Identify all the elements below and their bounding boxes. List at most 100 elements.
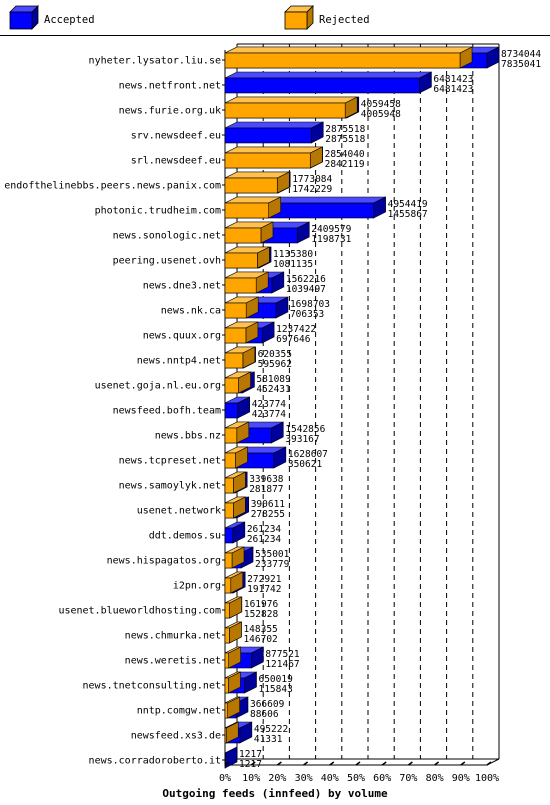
floor	[224, 758, 500, 766]
category-label: srl.newsdeef.eu	[131, 156, 221, 167]
data-label-accepted: 1698703	[290, 299, 330, 310]
x-tick	[224, 761, 230, 766]
category-label: usenet.goja.nl.eu.org	[95, 381, 221, 392]
x-tick	[329, 761, 335, 766]
x-tick-label: 40%	[321, 773, 339, 784]
data-label-rejected: 7835041	[501, 59, 541, 70]
x-tick	[407, 761, 413, 766]
category-label: newsfeed.bofh.team	[113, 406, 221, 417]
data-label-accepted: 581089	[256, 374, 291, 385]
data-label-rejected: 233779	[255, 559, 290, 570]
bar-accepted	[224, 127, 312, 144]
data-label-rejected: 278255	[251, 509, 285, 520]
data-label-rejected: 152828	[244, 609, 279, 620]
bar-rejected	[224, 352, 244, 369]
x-tick	[381, 761, 387, 766]
category-label: news.nntp4.net	[137, 356, 221, 367]
x-tick	[355, 761, 361, 766]
category-label: news.sonologic.net	[113, 231, 221, 242]
bar-accepted-top	[224, 71, 432, 79]
bar-rejected	[224, 302, 247, 319]
x-tick-label: 10%	[242, 773, 260, 784]
bar-rejected	[224, 727, 227, 744]
data-label-accepted: 339638	[249, 474, 284, 485]
bar-rejected	[224, 277, 257, 294]
category-label: news.dne3.net	[143, 281, 221, 292]
data-label-accepted: 261234	[247, 524, 282, 535]
x-tick-label: 100%	[475, 773, 499, 784]
category-label: usenet.network	[137, 506, 221, 517]
data-label-rejected: 1217	[239, 759, 262, 770]
data-label-accepted: 1542856	[285, 424, 325, 435]
data-label-rejected: 191742	[247, 584, 281, 595]
data-label-rejected: 423774	[252, 409, 287, 420]
x-tick	[460, 761, 466, 766]
data-label-rejected: 595962	[258, 359, 292, 370]
legend: Accepted Rejected	[9, 5, 370, 30]
data-label-accepted: 535001	[255, 549, 290, 560]
bar-rejected	[224, 477, 234, 494]
x-tick-label: 0%	[219, 773, 231, 784]
data-label-accepted: 2409579	[311, 224, 351, 235]
bar-accepted	[224, 77, 420, 94]
data-label-rejected: 1081135	[273, 259, 313, 270]
bar-rejected-top	[224, 146, 323, 154]
x-tick-label: 80%	[426, 773, 444, 784]
data-label-accepted: 148355	[243, 624, 277, 635]
bar-rejected	[224, 102, 346, 119]
data-label-accepted: 495222	[254, 724, 288, 735]
bar-rejected	[224, 327, 247, 344]
bar-rejected	[224, 677, 229, 694]
bar-rejected	[224, 577, 232, 594]
bar-rejected	[224, 702, 228, 719]
x-tick	[276, 761, 282, 766]
bar-rejected	[224, 502, 234, 519]
bar-accepted	[224, 402, 239, 419]
x-tick-label: 30%	[295, 773, 313, 784]
category-label: news.tnetconsulting.net	[83, 681, 221, 692]
bar-rejected	[224, 52, 461, 69]
data-label-rejected: 1198731	[311, 234, 351, 245]
data-label-accepted: 272921	[247, 574, 282, 585]
x-tick-label: 60%	[373, 773, 391, 784]
x-tick-label: 70%	[399, 773, 417, 784]
bar-rejected	[224, 652, 229, 669]
data-label-rejected: 261234	[247, 534, 282, 545]
chart-title: Outgoing feeds (innfeed) by volume	[162, 787, 388, 800]
bar-rejected	[224, 377, 239, 394]
data-label-rejected: 281877	[249, 484, 283, 495]
category-label: news.chmurka.net	[125, 631, 221, 642]
x-tick	[434, 761, 440, 766]
bar-rejected	[224, 452, 236, 469]
bar-rejected-top	[224, 46, 473, 54]
data-label-rejected: 452431	[256, 384, 291, 395]
x-tick	[486, 761, 492, 766]
data-label-rejected: 88606	[250, 709, 279, 720]
category-label: i2pn.org	[173, 581, 221, 592]
bar-rejected	[224, 152, 311, 169]
data-label-accepted: 1628607	[288, 449, 328, 460]
data-label-rejected: 41331	[254, 734, 283, 745]
legend-swatch-accepted	[9, 11, 33, 30]
data-label-rejected: 146702	[243, 634, 277, 645]
category-label: endofthelinebbs.peers.news.panix.com	[4, 181, 221, 192]
category-label: news.hispagatos.org	[107, 556, 221, 567]
x-tick-label: 50%	[347, 773, 365, 784]
category-label: news.nk.ca	[161, 306, 221, 317]
data-label-rejected: 4005948	[361, 109, 401, 120]
data-label-rejected: 697646	[276, 334, 311, 345]
bar-accepted-top	[224, 121, 324, 129]
data-label-accepted: 6481423	[433, 74, 473, 85]
category-label: news.quux.org	[143, 331, 221, 342]
bar-accepted	[224, 527, 234, 544]
data-label-rejected: 1742229	[292, 184, 332, 195]
data-label-accepted: 2875518	[325, 124, 365, 135]
legend-swatch-rejected	[284, 11, 308, 30]
category-label: newsfeed.xs3.de	[131, 731, 221, 742]
bar-rejected	[224, 552, 233, 569]
data-label-rejected: 6481423	[433, 84, 473, 95]
data-label-accepted: 161976	[244, 599, 279, 610]
data-label-rejected: 1039497	[286, 284, 326, 295]
category-label: news.bbs.nz	[155, 431, 221, 442]
